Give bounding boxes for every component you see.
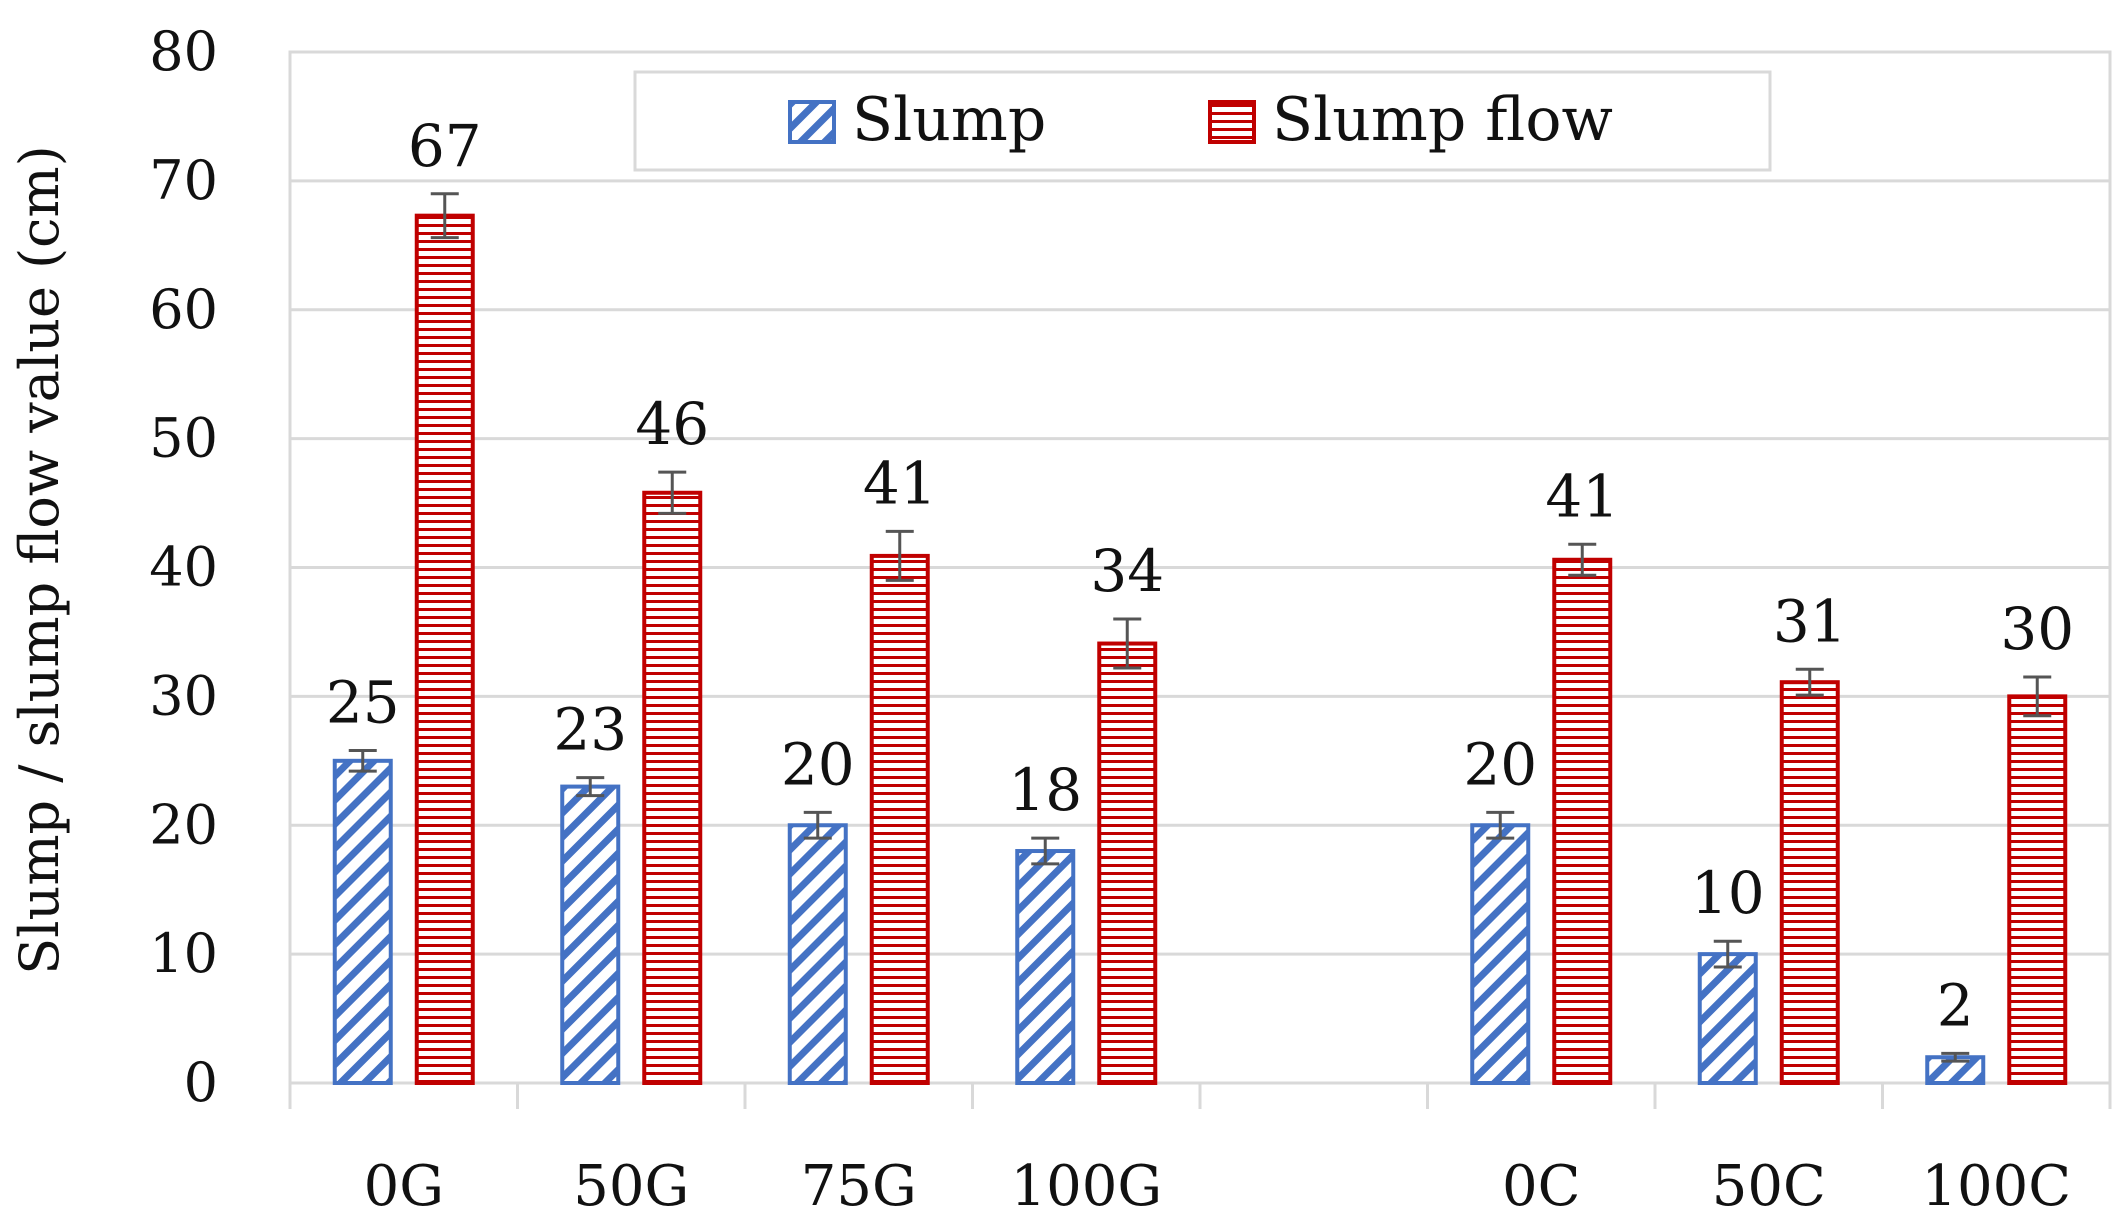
data-label: 30 — [2000, 595, 2074, 663]
legend-label: Slump flow — [1272, 85, 1613, 155]
y-tick-label: 10 — [149, 922, 218, 985]
legend-swatch-slump-flow — [1208, 100, 1256, 144]
x-tick-label: 50C — [1712, 1154, 1826, 1219]
data-label: 23 — [553, 696, 627, 764]
x-tick-label: 75G — [801, 1154, 917, 1219]
data-label: 2 — [1937, 971, 1974, 1039]
error-bar — [885, 529, 914, 582]
data-label: 41 — [863, 449, 937, 517]
data-label: 25 — [326, 669, 400, 737]
error-bar — [1713, 939, 1742, 969]
error-bar — [1113, 617, 1142, 670]
legend-swatch-slump — [788, 100, 836, 144]
data-labels: 25 23 20 18 20 10 2 67 46 41 34 41 31 30 — [326, 112, 2074, 1040]
error-bar — [1031, 836, 1060, 866]
error-bar — [576, 776, 605, 798]
x-tick-label: 0C — [1502, 1154, 1580, 1219]
bar-slump — [1697, 952, 1758, 1085]
data-label: 67 — [408, 112, 482, 180]
error-bar — [803, 810, 832, 840]
x-tick-label: 50G — [573, 1154, 689, 1219]
x-tick-label: 100C — [1921, 1154, 2071, 1219]
bar-slump — [332, 758, 393, 1085]
data-label: 20 — [781, 730, 855, 798]
bar-slump — [1470, 823, 1531, 1085]
y-tick-label: 20 — [149, 793, 218, 856]
y-tick-label: 50 — [149, 407, 218, 470]
y-tick-label: 0 — [184, 1051, 218, 1114]
legend: Slump Slump flow — [633, 70, 1772, 172]
axes: 0 10 20 30 40 50 60 70 80 0G 50G 75G 100G 0C 50C 100C — [149, 20, 2112, 1219]
error-bar — [348, 749, 377, 773]
data-label: 18 — [1008, 756, 1082, 824]
bar-slump — [560, 784, 621, 1086]
bar-slump-flow — [642, 490, 703, 1085]
error-bar — [430, 192, 459, 240]
error-bar — [658, 470, 687, 515]
data-label: 46 — [635, 390, 709, 458]
bar-slump-flow — [869, 553, 930, 1085]
x-tick-label: 100G — [1010, 1154, 1162, 1219]
y-axis-title: Slump / slump flow value (cm) — [8, 145, 71, 974]
y-tick-label: 80 — [149, 20, 218, 83]
data-label: 41 — [1545, 462, 1619, 530]
error-bar — [2023, 675, 2052, 718]
bar-slump-flow — [1097, 641, 1158, 1085]
data-label: 34 — [1090, 537, 1164, 605]
bar-slump-flow — [2007, 694, 2068, 1085]
bars — [332, 192, 2068, 1086]
error-bar — [1486, 810, 1515, 840]
data-label: 20 — [1463, 730, 1537, 798]
legend-label: Slump — [852, 85, 1046, 155]
data-label: 31 — [1773, 587, 1847, 655]
bar-slump-flow — [1552, 557, 1613, 1085]
bar-slump — [787, 823, 848, 1085]
error-bar — [1941, 1051, 1970, 1063]
error-bar — [1795, 667, 1824, 697]
y-tick-label: 70 — [149, 149, 218, 212]
x-tick-label: 0G — [364, 1154, 444, 1219]
y-tick-label: 60 — [149, 278, 218, 341]
y-tick-label: 40 — [149, 536, 218, 599]
data-label: 10 — [1691, 859, 1765, 927]
bar-slump-flow — [414, 213, 475, 1085]
bar-slump — [1015, 849, 1076, 1086]
error-bar — [1568, 542, 1597, 577]
bar-slump-flow — [1779, 680, 1840, 1085]
y-tick-label: 30 — [149, 664, 218, 727]
